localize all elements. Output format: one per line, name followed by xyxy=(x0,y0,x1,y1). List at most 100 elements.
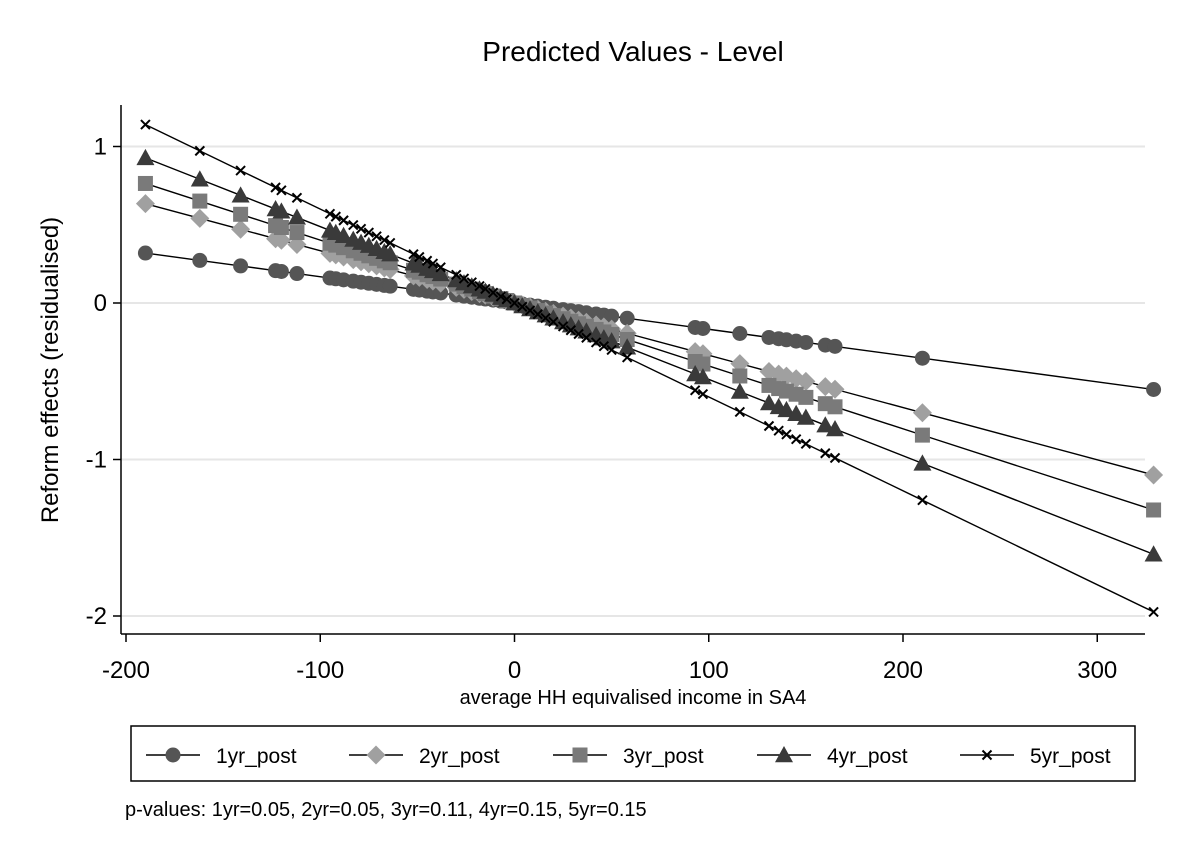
data-point-4yr_post xyxy=(231,186,250,203)
legend: 1yr_post 2yr_post 3yr_post 4yr_post 5yr_post xyxy=(130,725,1136,782)
data-point-5yr_post xyxy=(140,119,151,130)
data-point-4yr_post xyxy=(334,226,353,243)
data-point-1yr_post xyxy=(798,334,814,350)
data-point-5yr_post xyxy=(697,388,709,400)
marker-stroke xyxy=(532,309,544,320)
marker-stroke xyxy=(421,255,433,266)
marker-stroke xyxy=(548,316,559,327)
data-point-5yr_post xyxy=(621,352,633,363)
legend-entry-3yr_post: 3yr_post xyxy=(553,745,704,768)
y-tick-label: -2 xyxy=(86,603,107,630)
marker-stroke xyxy=(276,185,287,196)
marker-stroke xyxy=(379,234,390,246)
data-point-5yr_post xyxy=(509,297,520,309)
data-point-4yr_post xyxy=(787,404,806,421)
data-point-4yr_post xyxy=(1144,545,1163,562)
marker-stroke xyxy=(917,494,928,506)
y-axis-label: Reform effects (residualised) xyxy=(37,217,64,523)
marker-stroke xyxy=(384,237,396,249)
data-point-5yr_post xyxy=(540,312,551,324)
x-tick-label: -100 xyxy=(296,657,344,684)
data-point-4yr_post xyxy=(826,420,845,437)
marker-stroke xyxy=(773,425,784,436)
data-point-1yr_post xyxy=(604,308,620,324)
marker-stroke xyxy=(621,352,633,363)
data-point-2yr_post xyxy=(912,403,932,423)
legend-label: 1yr_post xyxy=(216,745,297,768)
marker-stroke xyxy=(734,406,746,418)
data-point-2yr_post xyxy=(825,379,845,399)
data-point-5yr_post xyxy=(517,301,528,312)
data-point-5yr_post xyxy=(781,429,792,440)
data-point-1yr_post xyxy=(433,285,449,301)
data-point-5yr_post xyxy=(590,337,602,348)
legend-marker xyxy=(981,749,993,761)
data-point-4yr_post xyxy=(190,170,209,187)
marker-stroke xyxy=(1148,606,1159,618)
data-point-5yr_post xyxy=(338,215,349,226)
data-point-4yr_post xyxy=(381,245,400,262)
gridlines xyxy=(121,145,1145,617)
marker-stroke xyxy=(697,388,709,400)
legend-entry-5yr_post: 5yr_post xyxy=(960,745,1111,768)
data-point-3yr_post xyxy=(827,399,843,415)
data-point-5yr_post xyxy=(451,269,462,281)
data-point-5yr_post xyxy=(524,305,536,316)
marker-stroke xyxy=(540,312,551,324)
data-point-5yr_post xyxy=(194,145,206,157)
data-point-5yr_post xyxy=(427,258,439,269)
legend-label: 5yr_post xyxy=(1030,745,1111,768)
data-point-4yr_post xyxy=(777,400,796,418)
marker-stroke xyxy=(194,145,206,157)
data-point-4yr_post xyxy=(287,208,306,225)
x-tick-label: 200 xyxy=(883,657,923,684)
marker-stroke xyxy=(270,182,281,193)
x-tick-label: 300 xyxy=(1077,657,1117,684)
marker-stroke xyxy=(524,305,536,316)
data-point-1yr_post xyxy=(273,263,289,279)
data-point-5yr_post xyxy=(291,192,303,204)
marker-stroke xyxy=(565,325,577,336)
data-point-5yr_post xyxy=(734,406,746,418)
legend-entry-4yr_post: 4yr_post xyxy=(757,745,908,768)
marker-stroke xyxy=(981,749,993,761)
marker-stroke xyxy=(598,340,610,352)
data-point-3yr_post xyxy=(1146,502,1162,518)
data-point-2yr_post xyxy=(730,354,750,374)
x-tick-label: 100 xyxy=(689,657,729,684)
data-point-5yr_post xyxy=(348,219,359,231)
data-point-5yr_post xyxy=(330,211,341,222)
marker-stroke xyxy=(291,192,303,204)
data-point-2yr_post xyxy=(190,208,210,228)
data-point-5yr_post xyxy=(581,332,592,343)
data-point-5yr_post xyxy=(917,494,928,506)
data-point-4yr_post xyxy=(431,264,450,282)
data-point-2yr_post xyxy=(271,230,291,250)
data-point-3yr_post xyxy=(732,368,748,384)
data-point-5yr_post xyxy=(458,273,470,284)
data-point-1yr_post xyxy=(827,338,843,354)
data-point-5yr_post xyxy=(598,340,610,352)
data-point-5yr_post xyxy=(421,255,433,266)
data-point-5yr_post xyxy=(532,309,544,320)
marker-stroke xyxy=(408,248,419,260)
data-point-4yr_post xyxy=(136,148,155,166)
x-tick-label: -200 xyxy=(102,657,150,684)
data-point-3yr_post xyxy=(233,206,249,222)
marker-stroke xyxy=(781,429,792,440)
data-point-5yr_post xyxy=(487,287,499,298)
marker-stroke xyxy=(324,208,336,220)
marker-stroke xyxy=(800,438,812,450)
data-point-5yr_post xyxy=(548,316,559,327)
data-point-4yr_post xyxy=(272,202,291,219)
y-tick-label: 1 xyxy=(94,134,107,161)
data-point-5yr_post xyxy=(820,448,831,459)
data-point-3yr_post xyxy=(798,389,814,405)
data-point-5yr_post xyxy=(414,251,425,263)
marker-stroke xyxy=(140,119,151,130)
marker-stroke xyxy=(355,223,367,235)
marker-stroke xyxy=(466,277,477,288)
marker-stroke xyxy=(557,321,569,332)
marker-stroke xyxy=(763,420,775,432)
data-point-1yr_post xyxy=(914,350,930,366)
